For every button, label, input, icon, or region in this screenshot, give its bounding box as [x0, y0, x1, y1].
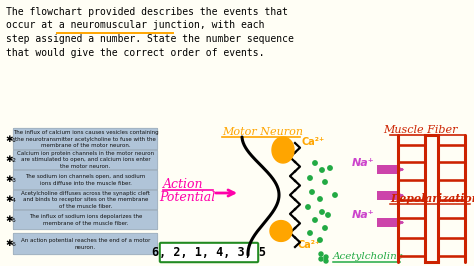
FancyBboxPatch shape: [13, 150, 158, 170]
FancyBboxPatch shape: [13, 190, 158, 210]
Bar: [377, 165, 397, 174]
Circle shape: [323, 226, 327, 230]
Text: Calcium ion protein channels in the motor neuron
are stimulated to open, and cal: Calcium ion protein channels in the moto…: [17, 151, 154, 169]
FancyBboxPatch shape: [13, 233, 158, 255]
Text: The flowchart provided describes the events that: The flowchart provided describes the eve…: [6, 7, 288, 17]
Text: ✱: ✱: [5, 156, 12, 164]
Text: ✱: ✱: [5, 196, 12, 205]
Bar: [377, 191, 397, 200]
FancyBboxPatch shape: [13, 210, 158, 230]
Circle shape: [319, 257, 323, 261]
Circle shape: [326, 213, 330, 217]
Text: that would give the correct order of events.: that would give the correct order of eve…: [6, 48, 264, 57]
Text: ✱: ✱: [5, 135, 12, 143]
Text: Ca²⁺: Ca²⁺: [302, 137, 325, 147]
Text: Potential: Potential: [159, 191, 215, 204]
Text: 2: 2: [11, 159, 16, 164]
Circle shape: [306, 205, 310, 209]
Circle shape: [319, 252, 323, 256]
Text: Depolarization: Depolarization: [390, 193, 474, 204]
Text: Action: Action: [163, 178, 203, 191]
Text: ✱: ✱: [5, 215, 12, 225]
Text: Muscle Fiber: Muscle Fiber: [383, 125, 457, 135]
Text: 5: 5: [11, 218, 15, 223]
Text: 3: 3: [11, 178, 16, 184]
Bar: [377, 218, 397, 227]
Circle shape: [324, 255, 328, 259]
Text: Ca²⁺: Ca²⁺: [298, 240, 321, 250]
FancyBboxPatch shape: [13, 128, 158, 150]
Text: ✱: ✱: [5, 239, 12, 248]
Text: 4: 4: [11, 198, 16, 203]
Polygon shape: [270, 221, 292, 242]
Text: The sodium ion channels open, and sodium
ions diffuse into the muscle fiber.: The sodium ion channels open, and sodium…: [26, 174, 146, 186]
Text: The influx of sodium ions depolarizes the
membrane of the muscle fiber.: The influx of sodium ions depolarizes th…: [29, 214, 142, 226]
Text: 6: 6: [11, 243, 15, 247]
Circle shape: [323, 180, 327, 184]
FancyBboxPatch shape: [160, 243, 258, 262]
Circle shape: [313, 161, 317, 165]
Circle shape: [308, 231, 312, 235]
Text: occur at a neuromuscular junction, with each: occur at a neuromuscular junction, with …: [6, 20, 264, 31]
Text: Motor Neuron: Motor Neuron: [222, 127, 303, 137]
Circle shape: [328, 166, 332, 170]
Text: 6, 2, 1, 4, 3, 5: 6, 2, 1, 4, 3, 5: [152, 246, 266, 259]
Circle shape: [318, 238, 322, 242]
Polygon shape: [272, 137, 294, 163]
Circle shape: [320, 168, 324, 172]
Text: The influx of calcium ions causes vesicles containing
the neurotransmitter acety: The influx of calcium ions causes vesicl…: [13, 130, 158, 148]
Text: Acetylcholine diffuses across the synaptic cleft
and binds to receptor sites on : Acetylcholine diffuses across the synapt…: [21, 191, 150, 209]
Circle shape: [313, 218, 317, 222]
Circle shape: [308, 176, 312, 180]
Text: Na⁺: Na⁺: [352, 210, 374, 220]
Text: step assigned a number. State the number sequence: step assigned a number. State the number…: [6, 34, 294, 44]
Text: ✱: ✱: [5, 176, 12, 185]
Circle shape: [318, 197, 322, 201]
Text: An action potential reaches the end of a motor
neuron.: An action potential reaches the end of a…: [21, 238, 150, 250]
FancyBboxPatch shape: [13, 170, 158, 190]
Text: 1: 1: [11, 138, 15, 143]
Circle shape: [320, 210, 324, 214]
Circle shape: [333, 193, 337, 197]
Text: Na⁺: Na⁺: [352, 158, 374, 168]
Circle shape: [324, 259, 328, 263]
Text: Acetylcholine: Acetylcholine: [333, 252, 404, 261]
Circle shape: [310, 190, 314, 194]
